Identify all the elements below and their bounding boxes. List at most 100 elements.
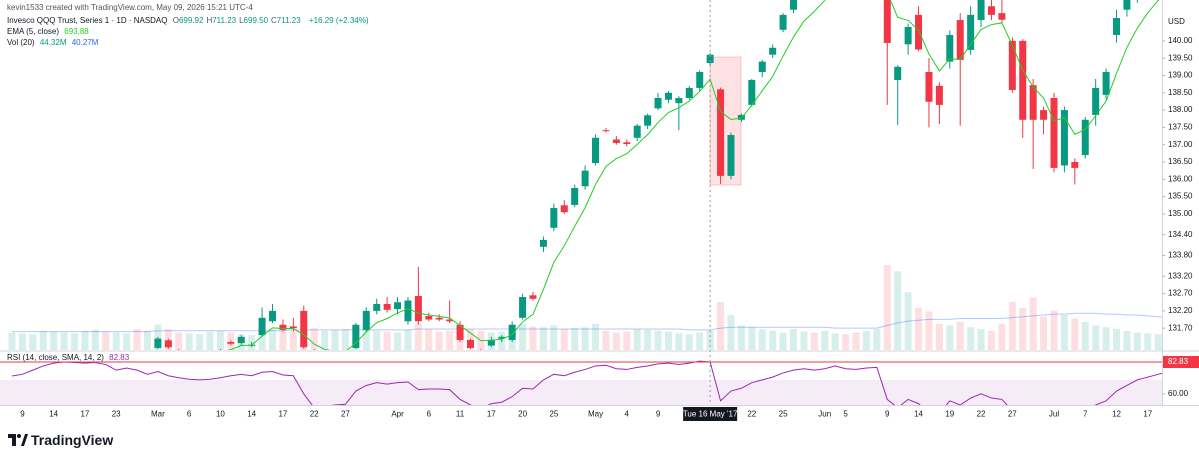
volume-bar bbox=[1102, 327, 1110, 350]
volume-bar bbox=[664, 331, 672, 350]
candle-body bbox=[1040, 110, 1048, 120]
candle-body bbox=[164, 340, 172, 348]
candle-body bbox=[1019, 40, 1027, 120]
volume-bar bbox=[685, 334, 693, 350]
candle-body bbox=[539, 239, 547, 247]
x-tick-label: 9 bbox=[885, 410, 890, 419]
candle-body bbox=[612, 139, 620, 143]
volume-bar bbox=[769, 330, 777, 350]
volume-bar bbox=[425, 329, 433, 350]
volume-bar bbox=[873, 329, 881, 350]
crosshair-date-box bbox=[683, 407, 738, 421]
volume-bar bbox=[373, 330, 381, 350]
candle-body bbox=[404, 300, 412, 322]
volume-bar bbox=[175, 332, 183, 350]
y-tick-label: 138.00 bbox=[1168, 105, 1193, 114]
volume-bar bbox=[977, 329, 985, 350]
volume-bar bbox=[883, 265, 891, 350]
candle-body bbox=[1081, 119, 1089, 156]
volume-bar bbox=[1040, 316, 1048, 350]
x-tick-label: Mar bbox=[151, 410, 165, 419]
candle-body bbox=[1113, 18, 1121, 35]
candle-body bbox=[342, 352, 349, 355]
candle-body bbox=[592, 137, 600, 164]
volume-bar bbox=[623, 331, 631, 350]
symbol-legend: Invesco QQQ Trust, Series 1 · 1D · NASDA… bbox=[7, 16, 372, 26]
x-tick-label: Apr bbox=[391, 410, 404, 419]
candle-body bbox=[1029, 85, 1037, 120]
rsi-pane bbox=[0, 360, 1162, 405]
volume-bar bbox=[1144, 333, 1152, 350]
crosshair-date-label: Tue 16 May '17 bbox=[683, 410, 738, 419]
volume-bar bbox=[1060, 315, 1068, 350]
x-tick-label: 6 bbox=[427, 410, 432, 419]
volume-bar bbox=[143, 330, 151, 350]
x-tick-label: 17 bbox=[1143, 410, 1152, 419]
header-credit: kevin1533 created with TradingView.com, … bbox=[7, 3, 253, 12]
change-value: +16.29 (+2.34%) bbox=[308, 16, 369, 25]
candle-body bbox=[487, 339, 495, 346]
candle-body bbox=[206, 352, 213, 354]
candle-body bbox=[300, 310, 308, 348]
ema-legend: EMA (5, close) 693.88 bbox=[7, 27, 92, 37]
candle-body bbox=[644, 115, 652, 126]
candle-body bbox=[654, 97, 662, 109]
volume-bar bbox=[1113, 329, 1121, 350]
candle-body bbox=[383, 303, 391, 310]
candle-body bbox=[727, 135, 735, 176]
volume-bar bbox=[1050, 310, 1058, 350]
volume-bar bbox=[185, 333, 193, 350]
candle-body bbox=[1050, 97, 1058, 168]
volume-legend: Vol (20) 44.32M 40.27M bbox=[7, 38, 101, 48]
volume-bar bbox=[216, 330, 224, 350]
volume-bar bbox=[394, 332, 402, 350]
footer-logo: TradingView bbox=[8, 432, 113, 448]
rsi-value: 82.83 bbox=[109, 353, 130, 362]
y-tick-label: 138.50 bbox=[1168, 88, 1193, 97]
volume-bar bbox=[862, 330, 870, 350]
candle-body bbox=[581, 170, 589, 187]
candle-body bbox=[519, 297, 527, 318]
volume-bar bbox=[810, 332, 818, 350]
candle-body bbox=[196, 354, 203, 356]
volume-bar bbox=[675, 333, 683, 350]
volume-bar bbox=[1071, 318, 1079, 350]
candle-body bbox=[1008, 40, 1016, 91]
volume-bar bbox=[446, 330, 454, 350]
y-tick-label: 132.20 bbox=[1168, 306, 1193, 315]
volume-bar bbox=[581, 327, 589, 350]
candle-body bbox=[685, 87, 693, 98]
x-tick-label: 19 bbox=[945, 410, 954, 419]
candle-body bbox=[925, 72, 933, 102]
candle-body bbox=[946, 34, 954, 62]
y-tick-label: 136.00 bbox=[1168, 174, 1193, 183]
candle-body bbox=[894, 66, 902, 80]
candle-body bbox=[435, 317, 443, 320]
volume-bar bbox=[654, 330, 662, 350]
x-tick-label: 14 bbox=[49, 410, 58, 419]
volume-bar bbox=[404, 329, 412, 350]
candle-body bbox=[779, 14, 787, 30]
y-tick-label: 137.00 bbox=[1168, 140, 1193, 149]
volume-name: Vol (20) bbox=[7, 38, 35, 47]
candle-body bbox=[311, 352, 318, 362]
volume-bar bbox=[925, 311, 933, 350]
rsi-band bbox=[0, 379, 1162, 405]
volume-bar bbox=[1133, 332, 1141, 350]
volume-bar bbox=[571, 328, 579, 350]
volume-bar bbox=[81, 330, 89, 350]
volume-bar bbox=[102, 331, 110, 350]
volume-bar bbox=[904, 292, 912, 350]
chart: USD 140.00 139.50 139.00 138.50 138.00 137.50… bbox=[0, 0, 1199, 421]
volume-bar bbox=[414, 323, 422, 350]
x-tick-label: 22 bbox=[977, 410, 986, 419]
volume-bar bbox=[258, 327, 266, 350]
volume-bar bbox=[779, 332, 787, 350]
candle-body bbox=[154, 338, 162, 348]
rsi-name: RSI (14, close, SMA, 14, 2) bbox=[7, 353, 104, 362]
y-tick-label: 136.50 bbox=[1168, 157, 1193, 166]
candle-body bbox=[279, 324, 287, 330]
candle-body bbox=[258, 317, 266, 336]
volume-bar bbox=[956, 322, 964, 350]
y-tick-label: 132.70 bbox=[1168, 289, 1193, 298]
